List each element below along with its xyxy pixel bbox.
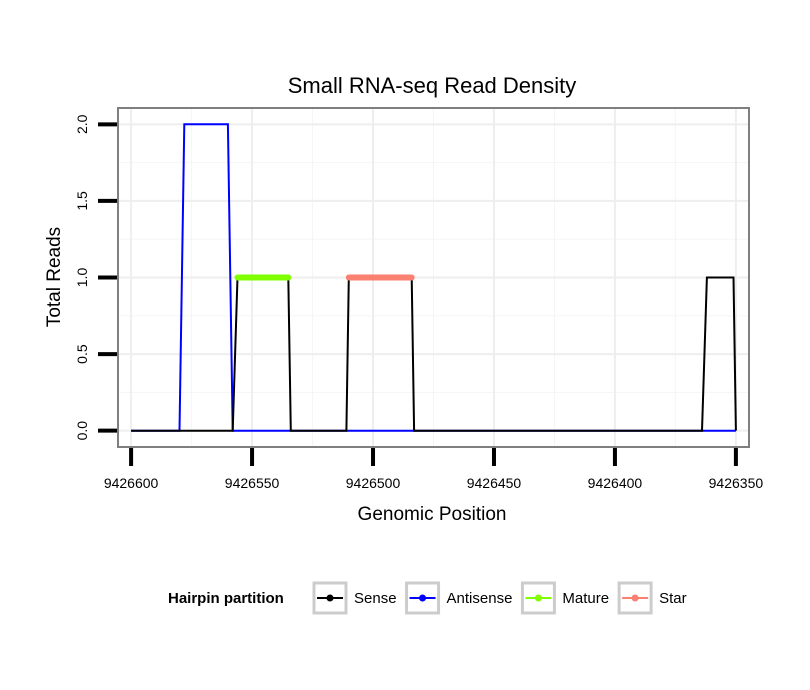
legend-key-dot bbox=[534, 594, 542, 602]
chart-title: Small RNA-seq Read Density bbox=[288, 73, 577, 98]
x-tick-label: 9426500 bbox=[346, 475, 401, 491]
y-tick-label: 0.5 bbox=[74, 344, 90, 364]
y-axis-title: Total Reads bbox=[44, 227, 65, 327]
y-tick-label: 1.5 bbox=[74, 191, 90, 211]
grid-layer bbox=[119, 109, 748, 446]
x-tick-label: 9426600 bbox=[104, 475, 159, 491]
legend-key-dot bbox=[631, 594, 639, 602]
x-tick-label: 9426350 bbox=[709, 475, 764, 491]
legend-label: Mature bbox=[562, 590, 609, 607]
y-tick-label: 2.0 bbox=[74, 114, 90, 134]
legend-key-dot bbox=[326, 594, 334, 602]
legend-item-sense: Sense bbox=[312, 581, 397, 615]
y-tick-label: 0.0 bbox=[74, 421, 90, 441]
legend-item-mature: Mature bbox=[520, 581, 609, 615]
legend-title: Hairpin partition bbox=[168, 590, 284, 607]
axis-ticks: 9426600 9426550 9426500 9426450 9426400 94263… bbox=[74, 114, 763, 491]
legend-label: Sense bbox=[354, 590, 397, 607]
plot-frame bbox=[117, 107, 750, 448]
series-layer bbox=[131, 123, 737, 432]
x-tick-label: 9426400 bbox=[588, 475, 643, 491]
legend-item-antisense: Antisense bbox=[405, 581, 513, 615]
legend-label: Star bbox=[659, 590, 687, 607]
legend-item-star: Star bbox=[617, 581, 687, 615]
x-tick-label: 9426450 bbox=[467, 475, 522, 491]
legend-label: Antisense bbox=[447, 590, 513, 607]
x-axis-title: Genomic Position bbox=[358, 504, 507, 525]
x-tick-label: 9426550 bbox=[225, 475, 280, 491]
y-tick-label: 1.0 bbox=[74, 268, 90, 288]
legend: Hairpin partition Sense Antisense Mature St… bbox=[168, 581, 687, 615]
legend-key-dot bbox=[419, 594, 427, 602]
